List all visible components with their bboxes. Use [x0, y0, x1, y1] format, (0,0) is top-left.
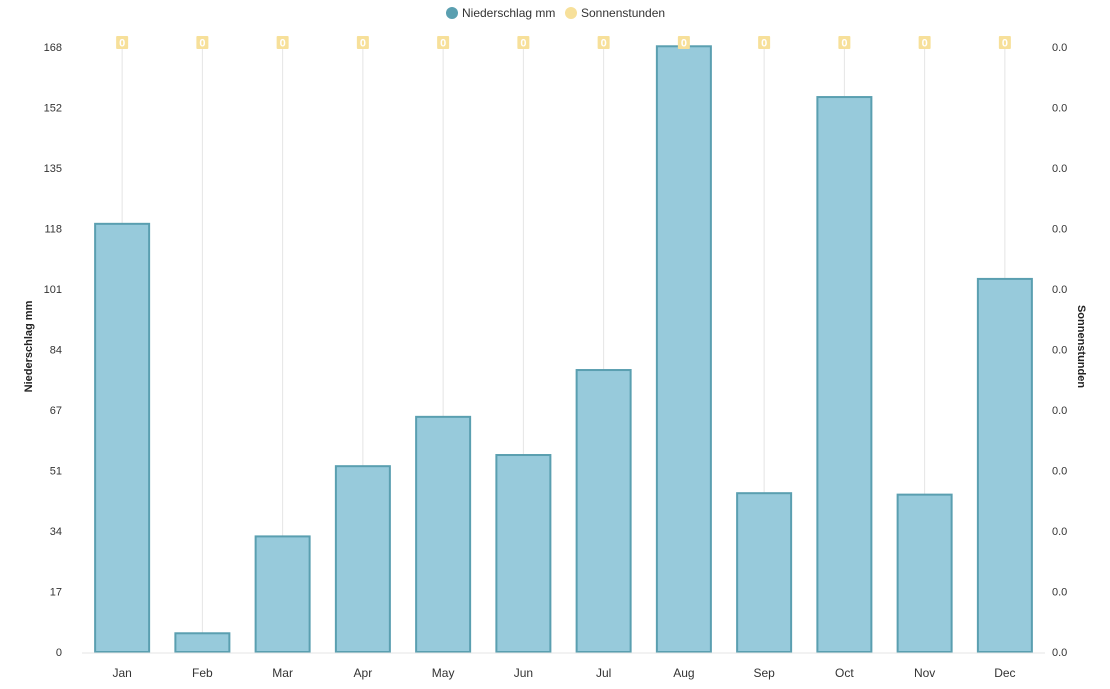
- y-right-tick-4: 0.0: [1052, 405, 1067, 417]
- sun-marker-feb[interactable]: [196, 36, 209, 49]
- y-right-ticks: 0.0 0.0 0.0 0.0 0.0 0.0 0.0 0.0 0.0 0.0 0.0: [1052, 42, 1067, 659]
- x-tick-jun: Jun: [514, 666, 533, 680]
- sun-data-label-nov: 0: [922, 38, 928, 50]
- sun-data-label-jul: 0: [601, 38, 607, 50]
- legend: Niederschlag mm Sonnenstunden: [446, 6, 665, 20]
- y-left-tick-6: 101: [44, 284, 62, 296]
- sun-markers: 0 0 0 0 0 0 0 0 0 0 0 0: [116, 36, 1011, 50]
- sun-marker-aug[interactable]: [677, 36, 690, 49]
- sun-marker-mar[interactable]: [276, 36, 289, 49]
- y-left-tick-0: 0: [56, 647, 62, 659]
- y-left-tick-10: 168: [44, 42, 62, 54]
- bar-mar[interactable]: [254, 535, 311, 654]
- x-tick-dec: Dec: [994, 666, 1015, 680]
- bar-jan[interactable]: [94, 222, 151, 653]
- sun-marker-may[interactable]: [437, 36, 450, 49]
- y-left-ticks: 0 17 34 51 67 84 101 118 135 152 168: [44, 42, 62, 659]
- y-left-tick-1: 17: [50, 587, 62, 599]
- y-right-tick-8: 0.0: [1052, 163, 1067, 175]
- x-tick-feb: Feb: [192, 666, 213, 680]
- bar-feb[interactable]: [174, 632, 231, 653]
- bar-jul[interactable]: [575, 369, 632, 653]
- legend-swatch-1[interactable]: [446, 7, 458, 19]
- bar-oct[interactable]: [816, 96, 873, 654]
- sun-data-label-apr: 0: [360, 38, 366, 50]
- sun-data-label-aug: 0: [681, 38, 687, 50]
- y-left-axis-title: Niederschlag mm: [23, 300, 35, 392]
- y-left-tick-3: 51: [50, 466, 62, 478]
- x-tick-nov: Nov: [914, 666, 935, 680]
- sun-marker-nov[interactable]: [918, 36, 931, 49]
- sun-data-label-jan: 0: [119, 38, 125, 50]
- y-left-tick-4: 67: [50, 405, 62, 417]
- bar-apr[interactable]: [334, 465, 391, 653]
- sun-marker-jun[interactable]: [517, 36, 530, 49]
- sun-data-label-dec: 0: [1002, 38, 1008, 50]
- y-left-tick-9: 152: [44, 103, 62, 115]
- sun-stems: [121, 43, 1006, 652]
- y-right-tick-6: 0.0: [1052, 284, 1067, 296]
- sun-data-label-jun: 0: [520, 38, 526, 50]
- legend-label-1[interactable]: Niederschlag mm: [462, 6, 555, 20]
- x-tick-sep: Sep: [753, 666, 775, 680]
- sun-marker-apr[interactable]: [356, 36, 369, 49]
- y-left-tick-5: 84: [50, 345, 62, 357]
- y-right-tick-2: 0.0: [1052, 526, 1067, 538]
- bar-may[interactable]: [415, 415, 472, 653]
- y-right-tick-7: 0.0: [1052, 224, 1067, 236]
- sun-data-label-may: 0: [440, 38, 446, 50]
- sun-data-label-sep: 0: [761, 38, 767, 50]
- legend-swatch-2[interactable]: [565, 7, 577, 19]
- x-tick-apr: Apr: [354, 666, 373, 680]
- sun-data-label-feb: 0: [199, 38, 205, 50]
- sun-data-label-mar: 0: [280, 38, 286, 50]
- x-tick-aug: Aug: [673, 666, 694, 680]
- bar-aug[interactable]: [655, 45, 712, 653]
- bar-sep[interactable]: [736, 492, 793, 653]
- y-right-tick-3: 0.0: [1052, 466, 1067, 478]
- y-right-axis-title: Sonnenstunden: [1075, 305, 1087, 388]
- sun-marker-dec[interactable]: [998, 36, 1011, 49]
- sun-marker-sep[interactable]: [758, 36, 771, 49]
- y-left-tick-2: 34: [50, 526, 62, 538]
- sun-marker-jul[interactable]: [597, 36, 610, 49]
- sun-marker-oct[interactable]: [838, 36, 851, 49]
- y-right-tick-9: 0.0: [1052, 103, 1067, 115]
- x-tick-mar: Mar: [272, 666, 293, 680]
- y-left-tick-7: 118: [44, 224, 62, 236]
- legend-label-2[interactable]: Sonnenstunden: [581, 6, 665, 20]
- bar-dec[interactable]: [976, 277, 1033, 653]
- y-left-tick-8: 135: [44, 163, 62, 175]
- y-right-tick-5: 0.0: [1052, 345, 1067, 357]
- x-ticks: Jan Feb Mar Apr May Jun Jul Aug Sep Oct Nov Dec: [112, 666, 1015, 680]
- bars: [94, 45, 1033, 654]
- bar-nov[interactable]: [896, 493, 953, 654]
- x-tick-may: May: [432, 666, 455, 680]
- sun-marker-jan[interactable]: [116, 36, 129, 49]
- y-right-tick-0: 0.0: [1052, 647, 1067, 659]
- sun-data-label-oct: 0: [841, 38, 847, 50]
- x-tick-jan: Jan: [112, 666, 131, 680]
- x-tick-jul: Jul: [596, 666, 611, 680]
- x-tick-oct: Oct: [835, 666, 854, 680]
- bar-jun[interactable]: [495, 454, 552, 654]
- y-right-tick-10: 0.0: [1052, 42, 1067, 54]
- y-right-tick-1: 0.0: [1052, 587, 1067, 599]
